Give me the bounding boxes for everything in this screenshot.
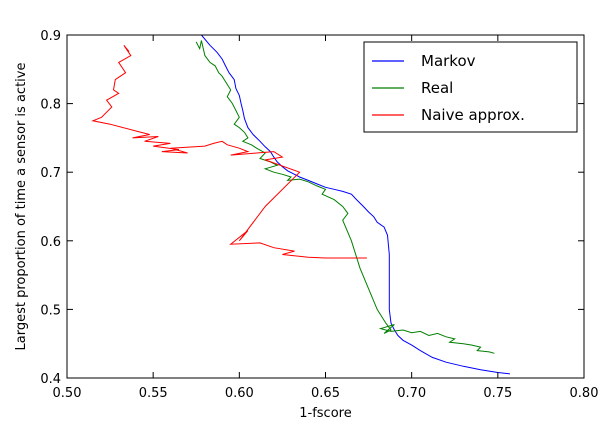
x-tick-label: 0.65 (311, 386, 340, 401)
y-tick-label: 0.5 (40, 303, 61, 318)
x-tick-label: 0.60 (225, 386, 254, 401)
series-line-markov (201, 35, 510, 375)
series-line-real (195, 40, 495, 354)
legend-label-real: Real (421, 79, 453, 97)
x-tick-label: 0.50 (53, 386, 82, 401)
ticks-layer: 0.50 0.55 0.60 0.65 0.70 0.75 0.80 0.4 0.5 0.6 0.7… (40, 29, 598, 401)
x-tick-label: 0.55 (139, 386, 168, 401)
x-tick-label: 0.70 (397, 386, 426, 401)
y-tick-label: 0.6 (40, 235, 61, 250)
series-line-naive-approx (91, 44, 367, 259)
legend-label-naive-approx: Naive approx. (421, 106, 525, 124)
legend-label-markov: Markov (421, 52, 476, 70)
y-tick-label: 0.8 (40, 98, 61, 113)
series-layer (91, 35, 510, 375)
legend-box (363, 41, 578, 133)
y-tick-label: 0.9 (40, 29, 61, 44)
y-axis-title: Largest proportion of time a sensor is a… (14, 63, 29, 351)
legend: Markov Real Naive approx. (363, 41, 578, 133)
x-tick-label: 0.75 (483, 386, 512, 401)
y-tick-label: 0.7 (40, 166, 61, 181)
y-tick-label: 0.4 (40, 372, 61, 387)
x-tick-label: 0.80 (570, 386, 599, 401)
x-axis-title: 1-fscore (299, 406, 351, 421)
